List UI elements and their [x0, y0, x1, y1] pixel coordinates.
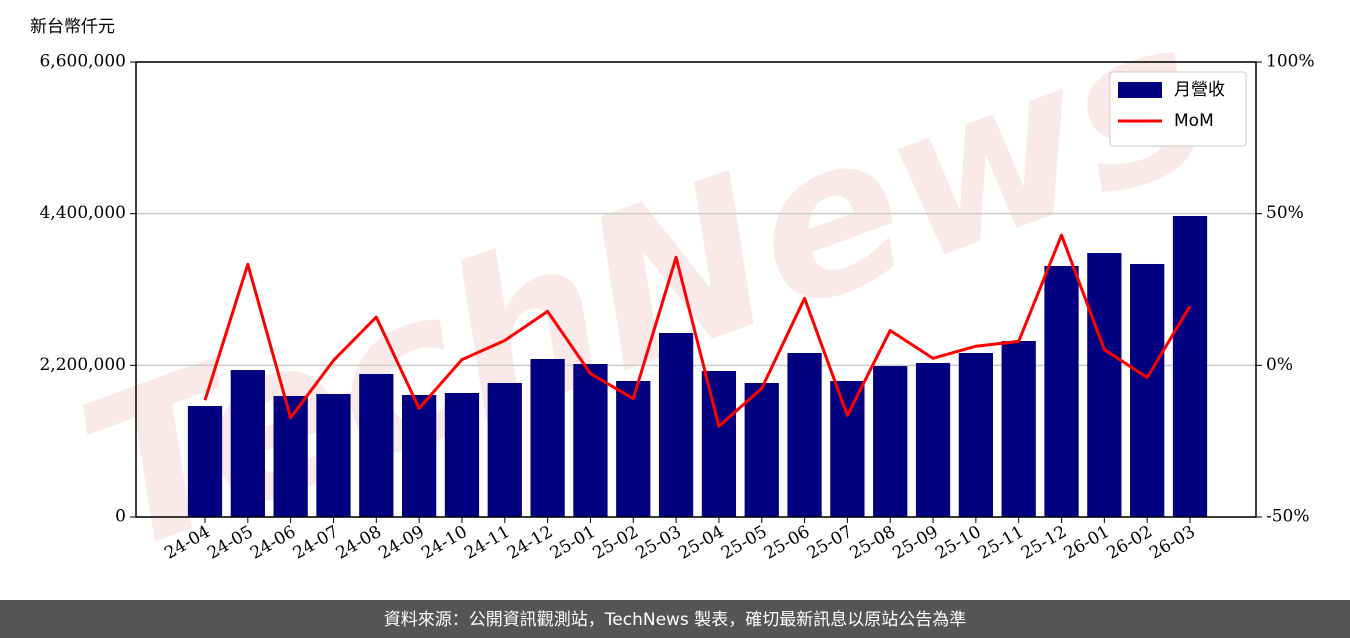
- plot-frame: [135, 61, 1257, 518]
- legend-label: 月營收: [1174, 80, 1225, 100]
- bar: [744, 382, 779, 517]
- y2-tick-label: 0%: [1266, 355, 1293, 375]
- x-tick-label: 24-12: [504, 522, 556, 564]
- x-tick-label: 25-08: [847, 522, 899, 564]
- bar: [787, 352, 822, 517]
- y2-tick-label: 50%: [1266, 203, 1304, 223]
- x-tick-label: 26-03: [1146, 522, 1198, 564]
- y-tick-label: 4,400,000: [39, 203, 126, 223]
- bar: [487, 382, 522, 517]
- bar: [830, 380, 865, 517]
- x-tick-label: 24-09: [375, 522, 427, 564]
- legend-swatch: [1118, 82, 1162, 98]
- x-tick-label: 25-11: [975, 522, 1027, 564]
- x-tick-label: 25-01: [547, 522, 599, 564]
- x-tick-label: 25-07: [804, 522, 856, 564]
- y2-tick-label: -50%: [1266, 507, 1310, 527]
- x-tick-label: 25-12: [1018, 522, 1070, 564]
- bar: [187, 406, 223, 517]
- bar: [1001, 340, 1036, 517]
- bar: [1087, 253, 1122, 517]
- bar: [1130, 263, 1165, 517]
- x-tick-label: 25-03: [632, 522, 684, 564]
- x-tick-label: 25-10: [932, 522, 984, 564]
- x-tick-label: 25-04: [675, 522, 727, 564]
- bar: [616, 380, 651, 517]
- y-tick-label: 0: [115, 507, 126, 527]
- bar: [573, 364, 608, 517]
- bar: [359, 374, 394, 517]
- bar: [1044, 265, 1079, 517]
- y-axis-label: 新台幣仟元: [30, 17, 115, 37]
- bar: [873, 366, 908, 517]
- bar: [1172, 216, 1208, 517]
- y-tick-label: 6,600,000: [39, 52, 126, 72]
- y2-tick-label: 100%: [1266, 52, 1315, 72]
- bar: [530, 358, 565, 517]
- bar: [230, 370, 265, 517]
- bar: [658, 333, 694, 517]
- bar: [958, 352, 993, 517]
- bar: [402, 394, 437, 517]
- x-tick-label: 26-02: [1103, 522, 1155, 564]
- x-tick-label: 25-06: [761, 522, 813, 564]
- x-tick-label: 24-11: [461, 522, 513, 564]
- footer-text: 資料來源：公開資訊觀測站，TechNews 製表，確切最新訊息以原站公告為準: [384, 610, 966, 630]
- bar: [444, 392, 480, 517]
- y-tick-label: 2,200,000: [39, 355, 126, 375]
- line: [203, 233, 1192, 428]
- bar: [915, 362, 951, 517]
- x-tick-label: 24-08: [333, 522, 385, 564]
- x-tick-label: 25-02: [590, 522, 642, 564]
- x-tick-label: 25-05: [718, 522, 770, 564]
- x-tick-label: 26-01: [1061, 522, 1113, 564]
- bar: [701, 370, 737, 517]
- x-tick-label: 25-09: [889, 522, 941, 564]
- legend-label: MoM: [1174, 111, 1214, 131]
- bar: [316, 394, 351, 517]
- x-tick-label: 24-10: [418, 522, 470, 564]
- footer-bar: [0, 600, 1350, 638]
